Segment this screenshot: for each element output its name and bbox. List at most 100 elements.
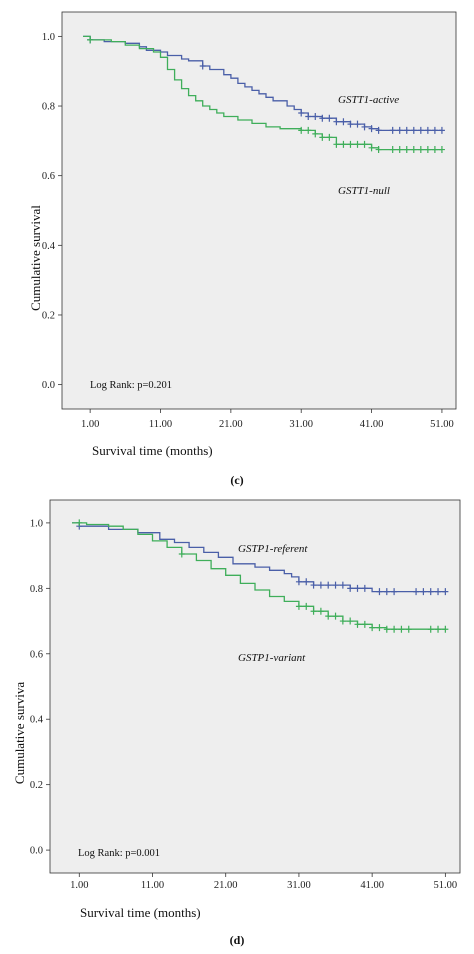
censor-mark: [76, 519, 83, 527]
censor-mark: [354, 584, 361, 592]
censor-mark: [413, 588, 420, 596]
log-rank-annotation: Log Rank: p=0.201: [90, 380, 172, 391]
censor-mark: [339, 617, 346, 625]
y-tick-label: 0.4: [30, 715, 44, 726]
series-label-gstt1-null: GSTT1-null: [338, 185, 390, 197]
censor-mark: [347, 617, 354, 625]
y-tick-label: 0.2: [42, 310, 55, 321]
y-tick-label: 0.2: [30, 780, 43, 791]
censor-mark: [403, 146, 410, 154]
censor-mark: [424, 146, 431, 154]
censor-mark: [326, 133, 333, 141]
censor-mark: [319, 133, 326, 141]
x-axis-label: Survival time (months): [92, 443, 213, 458]
censor-mark: [427, 588, 434, 596]
y-tick-label: 1.0: [42, 32, 55, 43]
censor-mark: [438, 146, 445, 154]
censor-mark: [298, 109, 305, 117]
censor-mark: [354, 140, 361, 148]
x-axis-label: Survival time (months): [80, 905, 201, 920]
x-tick-label: 31.00: [287, 880, 311, 891]
censor-mark: [361, 123, 368, 131]
series-label-gstp1-referent: GSTP1-referent: [238, 543, 308, 555]
censor-mark: [310, 607, 317, 615]
x-tick-label: 21.00: [219, 419, 243, 430]
censor-mark: [427, 625, 434, 633]
censor-mark: [376, 588, 383, 596]
censor-mark: [340, 140, 347, 148]
x-tick-label: 41.00: [360, 880, 384, 891]
censor-mark: [325, 581, 332, 589]
censor-mark: [317, 607, 324, 615]
censor-mark: [347, 140, 354, 148]
series-gstp1-variant: [72, 519, 449, 633]
series-gstt1-null: [83, 35, 445, 154]
censor-mark: [396, 146, 403, 154]
censor-mark: [442, 588, 449, 596]
log-rank-annotation: Log Rank: p=0.001: [78, 848, 160, 859]
censor-mark: [383, 588, 390, 596]
y-axis-label: Cumulative surviva: [12, 682, 27, 784]
censor-mark: [375, 146, 382, 154]
panel-label: (c): [230, 473, 243, 487]
censor-mark: [391, 625, 398, 633]
censor-mark: [178, 550, 185, 558]
survival-line-gstt1-null: [83, 35, 442, 151]
censor-mark: [431, 126, 438, 134]
censor-mark: [405, 625, 412, 633]
censor-mark: [347, 584, 354, 592]
censor-mark: [368, 144, 375, 152]
censor-mark: [310, 581, 317, 589]
censor-mark: [332, 612, 339, 620]
censor-mark: [417, 146, 424, 154]
censor-mark: [383, 625, 390, 633]
y-tick-label: 0.0: [42, 380, 55, 391]
censor-mark: [305, 126, 312, 134]
x-tick-label: 51.00: [430, 419, 454, 430]
censor-mark: [435, 625, 442, 633]
censor-mark: [319, 114, 326, 122]
chart-panel-c: 0.0 0.2 0.4 0.6 0.8 1.0 1.00 11.00 21.00 31.00 41.…: [28, 11, 457, 487]
censor-mark: [424, 126, 431, 134]
censor-mark: [354, 620, 361, 628]
censor-mark: [420, 588, 427, 596]
censor-mark: [298, 126, 305, 134]
censor-mark: [442, 625, 449, 633]
censor-mark: [303, 602, 310, 610]
censor-mark: [325, 612, 332, 620]
censor-mark: [410, 146, 417, 154]
x-tick-label: 11.00: [149, 419, 172, 430]
x-tick-label: 1.00: [70, 880, 88, 891]
chart-panel-d: 0.0 0.2 0.4 0.6 0.8 1.0 1.00 11.00 21.00 31.00 41.…: [12, 499, 461, 947]
censor-mark: [295, 578, 302, 586]
censor-mark: [438, 126, 445, 134]
censor-mark: [312, 130, 319, 138]
censor-mark: [391, 588, 398, 596]
censor-mark: [87, 36, 94, 44]
censor-mark: [305, 112, 312, 120]
censor-mark: [326, 114, 333, 122]
censor-mark: [417, 126, 424, 134]
x-tick-label: 21.00: [214, 880, 238, 891]
plot-area: [49, 499, 461, 874]
censor-mark: [295, 602, 302, 610]
censor-mark: [369, 624, 376, 632]
censor-mark: [403, 126, 410, 134]
y-tick-label: 0.8: [42, 102, 55, 113]
censor-mark: [431, 146, 438, 154]
censor-mark: [347, 120, 354, 128]
censor-mark: [340, 118, 347, 126]
censor-mark: [361, 584, 368, 592]
series-label-gstp1-variant: GSTP1-variant: [238, 652, 306, 664]
censor-mark: [375, 126, 382, 134]
censor-mark: [435, 588, 442, 596]
x-tick-label: 1.00: [81, 419, 99, 430]
censor-mark: [332, 581, 339, 589]
y-tick-label: 0.0: [30, 846, 43, 857]
x-tick-label: 11.00: [141, 880, 164, 891]
censor-mark: [389, 146, 396, 154]
y-tick-label: 0.8: [30, 584, 43, 595]
y-axis-label: Cumulative survival: [28, 205, 43, 311]
panel-label: (d): [230, 933, 245, 947]
